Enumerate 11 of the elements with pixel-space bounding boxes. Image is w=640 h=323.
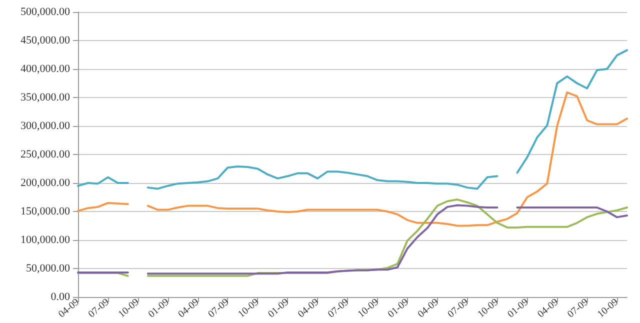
y-tick-label: 500,000.00 [20, 6, 70, 18]
y-tick-label: 350,000.00 [20, 92, 70, 104]
y-tick-label: 200,000.00 [20, 177, 70, 189]
y-tick-label: 450,000.00 [20, 34, 70, 46]
y-tick-label: 0.00 [50, 291, 70, 303]
y-tick-label: 250,000.00 [20, 148, 70, 160]
y-tick-label: 100,000.00 [20, 234, 70, 246]
y-tick-label: 300,000.00 [20, 120, 70, 132]
y-tick-label: 50,000.00 [26, 262, 70, 274]
y-tick-label: 400,000.00 [20, 63, 70, 75]
y-tick-label: 150,000.00 [20, 206, 70, 218]
